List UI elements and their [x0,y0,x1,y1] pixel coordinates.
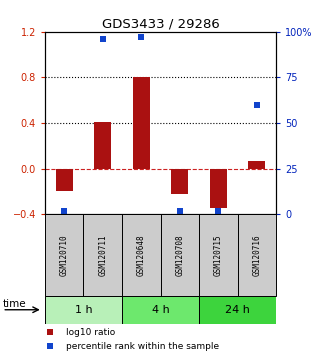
Bar [122,296,199,324]
Bar [199,296,276,324]
Text: GSM120716: GSM120716 [252,234,261,276]
Text: percentile rank within the sample: percentile rank within the sample [66,342,219,351]
Bar [56,169,73,192]
Bar [171,169,188,194]
Bar [248,161,265,169]
Bar [210,169,227,209]
Bar [94,122,111,169]
Bar [160,214,199,296]
Bar [238,214,276,296]
Text: 24 h: 24 h [225,305,250,315]
Text: GSM120708: GSM120708 [175,234,184,276]
Text: GSM120711: GSM120711 [98,234,107,276]
Text: time: time [2,299,26,309]
Text: GSM120715: GSM120715 [214,234,223,276]
Bar [199,214,238,296]
Bar [45,214,83,296]
Text: 4 h: 4 h [152,305,169,315]
Text: log10 ratio: log10 ratio [66,328,115,337]
Title: GDS3433 / 29286: GDS3433 / 29286 [102,18,219,31]
Bar [83,214,122,296]
Text: 1 h: 1 h [75,305,92,315]
Bar [122,214,160,296]
Text: GSM120710: GSM120710 [60,234,69,276]
Bar [133,78,150,169]
Text: GSM120648: GSM120648 [137,234,146,276]
Bar [45,296,122,324]
